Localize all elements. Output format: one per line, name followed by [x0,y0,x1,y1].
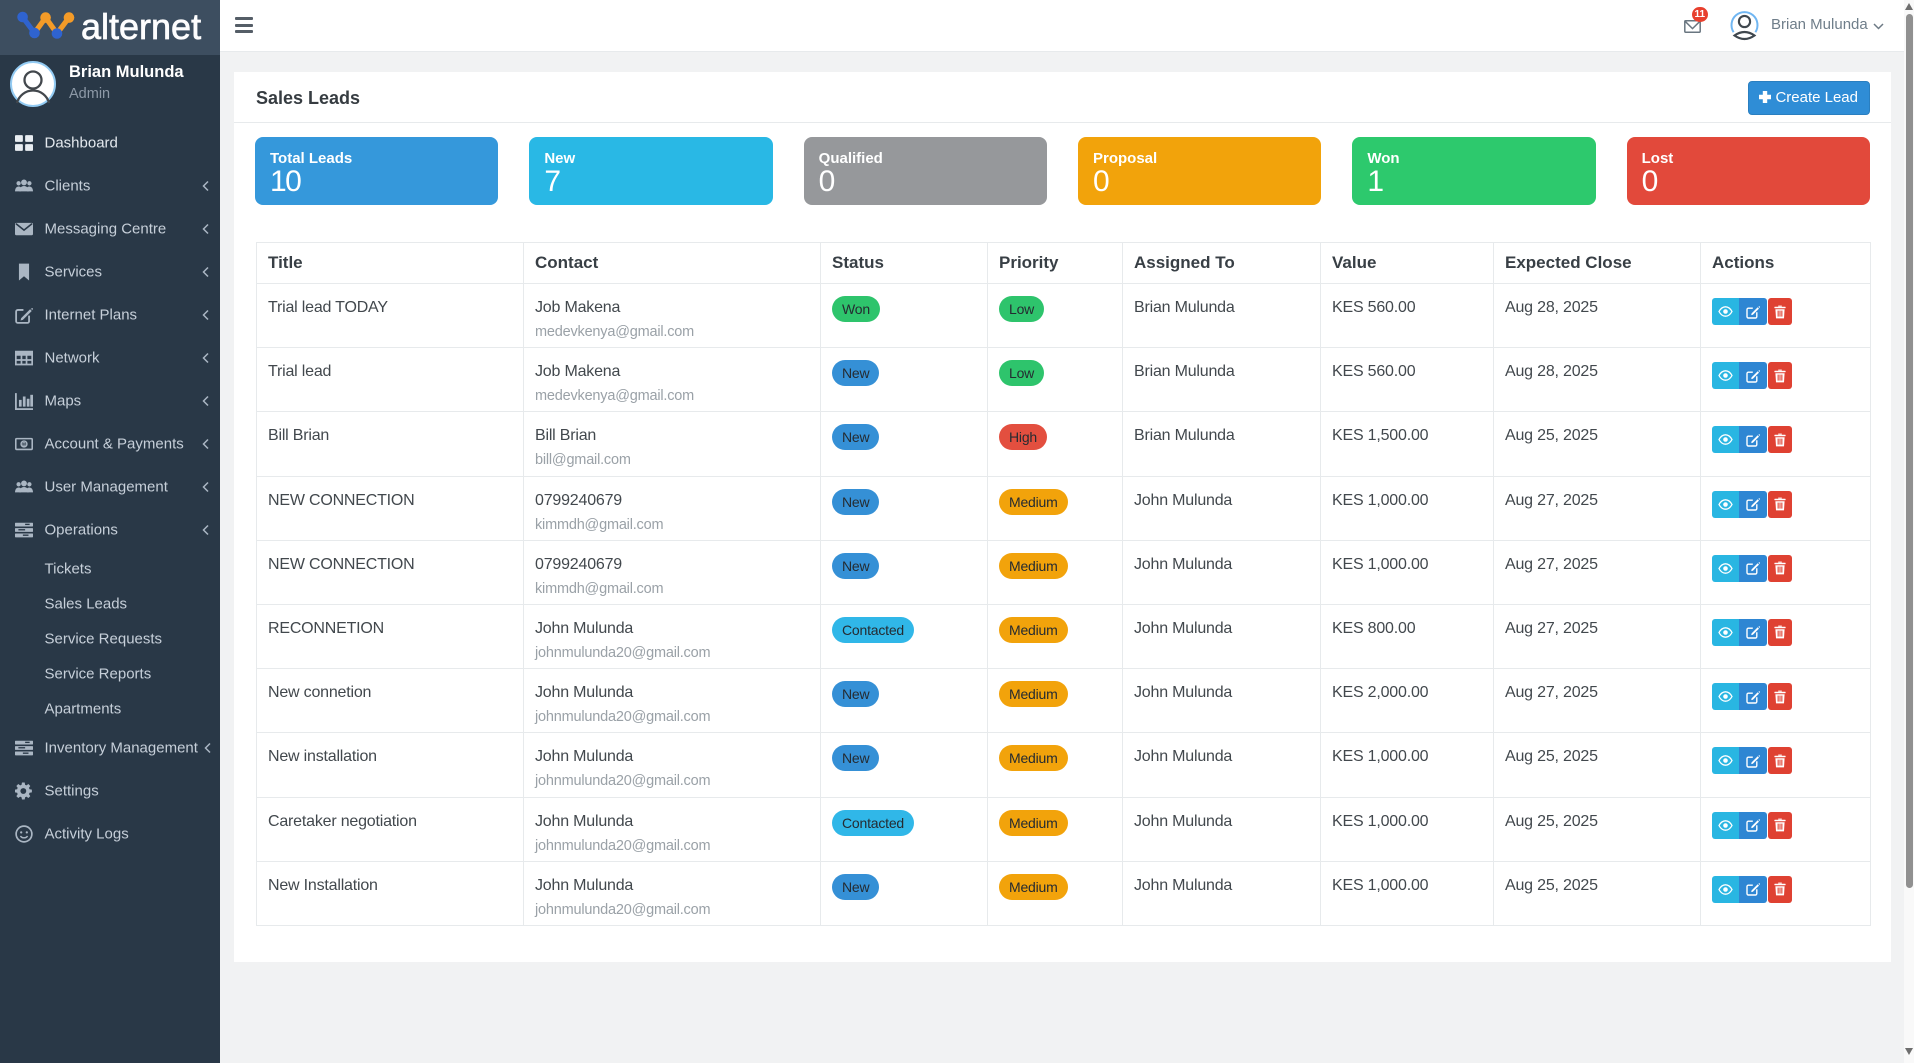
svg-text:0: 0 [22,441,26,448]
